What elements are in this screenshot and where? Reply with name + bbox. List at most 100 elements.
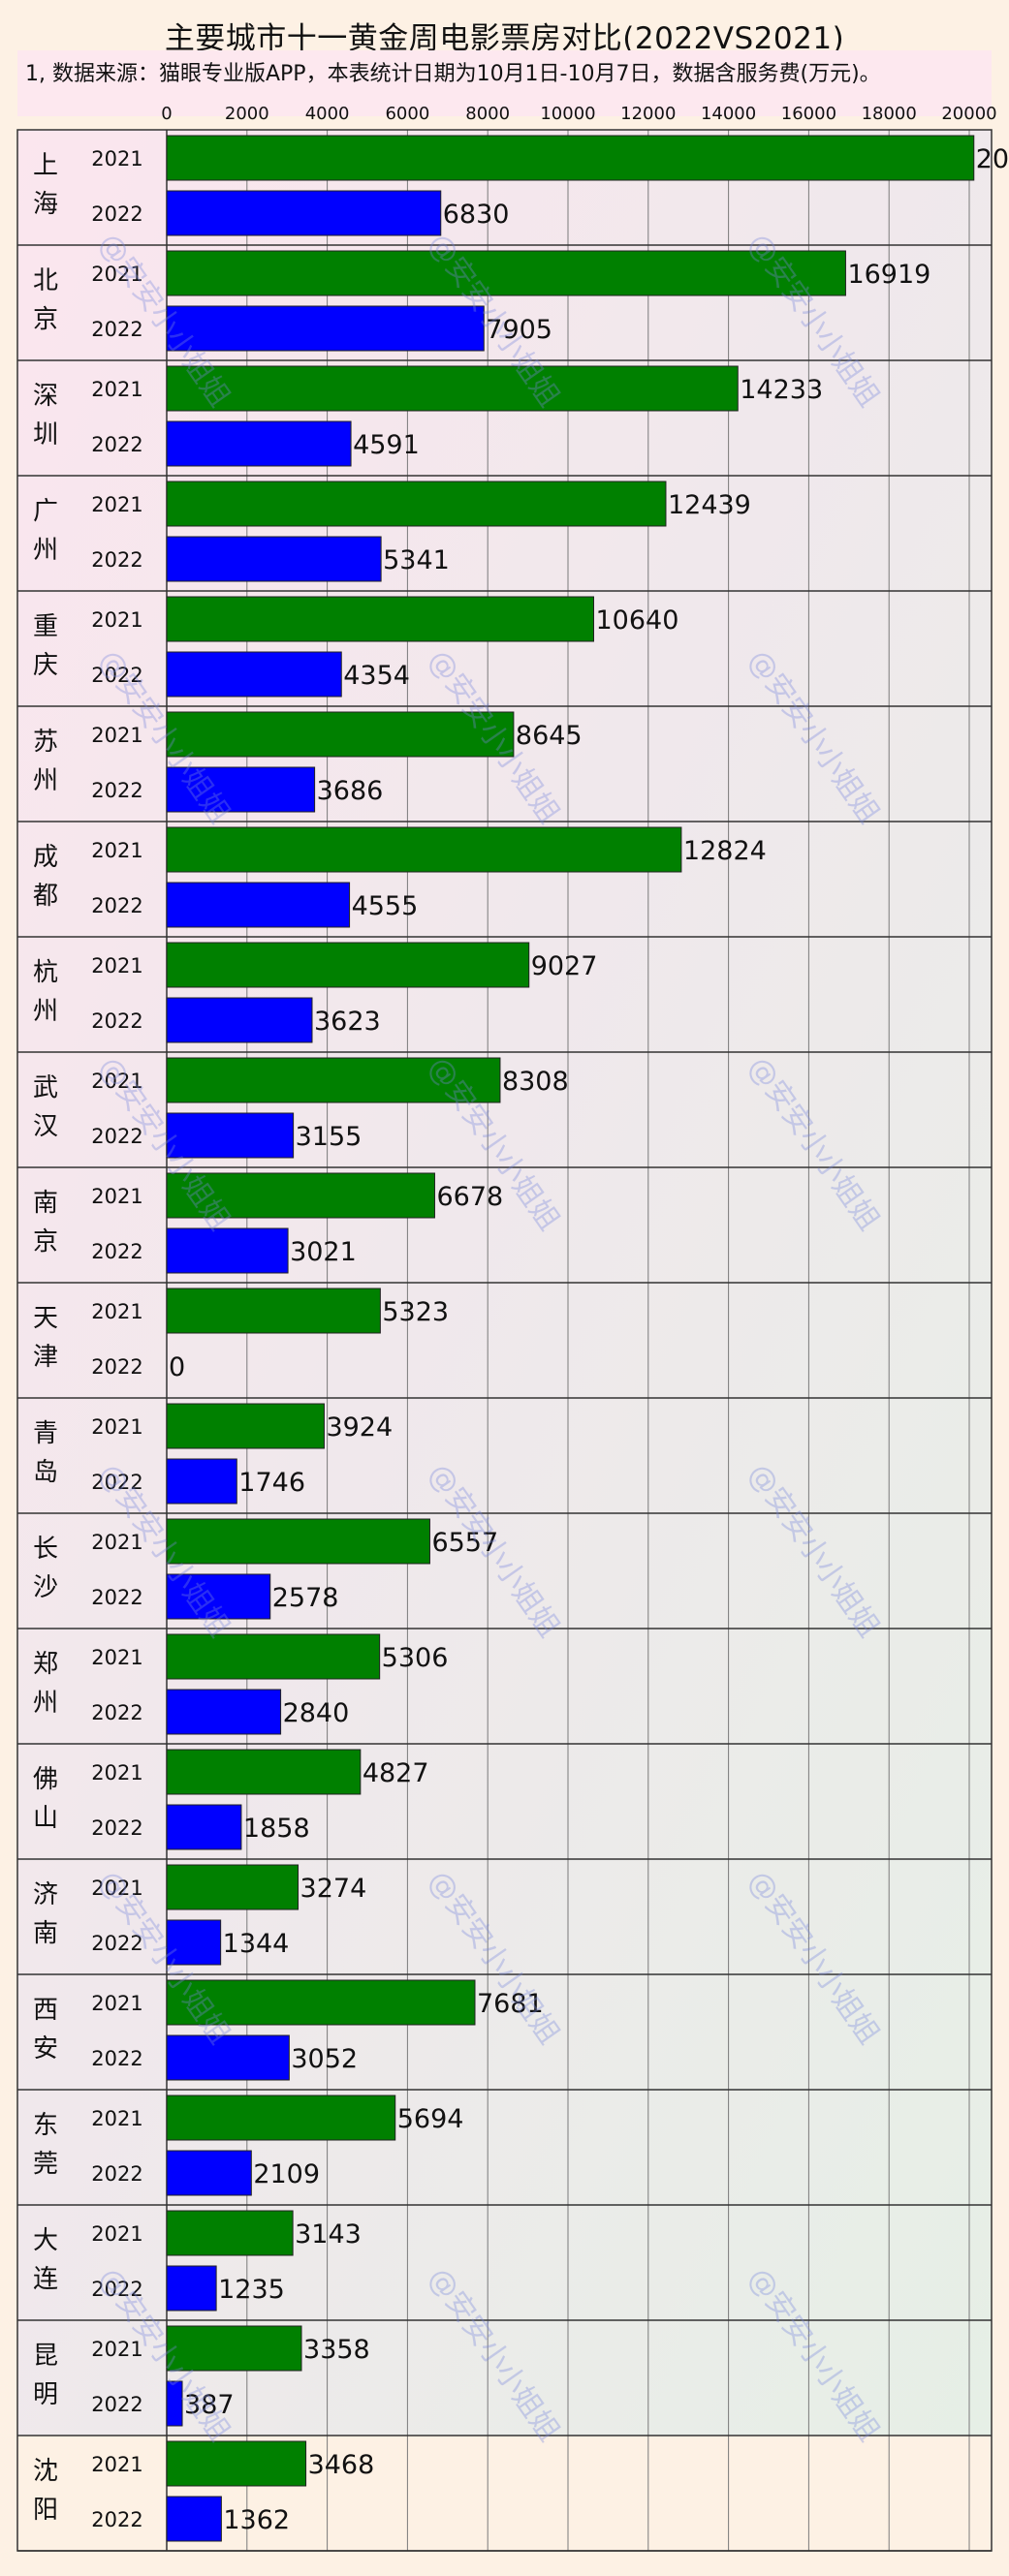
- bar-2022: [166, 997, 313, 1043]
- value-label: 9027: [531, 951, 598, 981]
- year-label: 2021: [91, 1185, 142, 1208]
- value-label: 2578: [272, 1583, 339, 1613]
- year-label: 2021: [91, 263, 142, 286]
- value-label: 4354: [343, 661, 410, 691]
- city-label-char: 明: [33, 2380, 58, 2409]
- bar-2021: [166, 596, 594, 642]
- x-tick-label: 6000: [385, 104, 429, 124]
- year-label: 2022: [91, 779, 142, 802]
- value-label: 5323: [382, 1297, 449, 1327]
- bar-2021: [166, 1749, 362, 1795]
- city-label-char: 武: [33, 1073, 58, 1102]
- city-label: 沈阳: [33, 2457, 58, 2525]
- city-label-char: 上: [33, 151, 58, 180]
- year-label: 2021: [91, 1761, 142, 1785]
- bar-2021: [166, 1057, 501, 1103]
- bar-2022: [166, 305, 485, 352]
- city-label-char: 京: [33, 1227, 58, 1257]
- city-label-char: 津: [33, 1343, 58, 1372]
- year-label: 2022: [91, 2278, 142, 2301]
- bar-2021: [166, 250, 846, 296]
- source-note-text: 1, 数据来源：猫眼专业版APP，本表统计日期为10月1日-10月7日，数据含服…: [25, 62, 881, 86]
- city-label-char: 深: [33, 382, 58, 411]
- year-label: 2021: [91, 1877, 142, 1900]
- year-label: 2022: [91, 1471, 142, 1494]
- value-label: 3924: [326, 1412, 393, 1443]
- value-label: 8308: [502, 1067, 569, 1097]
- year-label: 2022: [91, 2162, 142, 2186]
- bar-2021: [166, 135, 975, 181]
- value-label: 6830: [443, 200, 510, 230]
- year-label: 2022: [91, 1355, 142, 1379]
- year-label: 2021: [91, 839, 142, 862]
- value-label: 16919: [847, 260, 930, 290]
- bar-2021: [166, 1403, 325, 1449]
- value-label: 7681: [477, 1989, 544, 2019]
- bar-2021: [166, 1518, 430, 1565]
- city-label-char: 南: [33, 1189, 58, 1218]
- city-label: 佛山: [33, 1765, 58, 1833]
- city-label-char: 重: [33, 612, 58, 641]
- city-label: 郑州: [33, 1650, 58, 1718]
- city-label-char: 长: [33, 1535, 58, 1564]
- city-label-char: 圳: [33, 420, 58, 450]
- city-label-char: 成: [33, 843, 58, 872]
- year-label: 2022: [91, 2508, 142, 2531]
- city-label: 重庆: [33, 612, 58, 680]
- bar-2021: [166, 481, 667, 527]
- value-label: 1858: [243, 1814, 310, 1844]
- year-label: 2021: [91, 1646, 142, 1669]
- year-label: 2022: [91, 1240, 142, 1263]
- value-label: 3623: [314, 1007, 381, 1037]
- bar-2022: [166, 2265, 217, 2312]
- city-label-char: 沙: [33, 1573, 58, 1602]
- bar-2021: [166, 826, 682, 873]
- year-label: 2021: [91, 1300, 142, 1323]
- bar-2022: [166, 190, 442, 236]
- bar-2021: [166, 1172, 435, 1219]
- bar-2021: [166, 711, 515, 758]
- value-label: 1362: [223, 2505, 290, 2535]
- year-label: 2022: [91, 1009, 142, 1033]
- value-label: 5694: [397, 2104, 464, 2134]
- city-label-char: 山: [33, 1804, 58, 1833]
- city-label: 青岛: [33, 1419, 58, 1487]
- x-tick-label: 18000: [862, 104, 917, 124]
- year-label: 2022: [91, 894, 142, 917]
- value-label: 4827: [363, 1758, 429, 1788]
- value-label: 2840: [283, 1698, 350, 1728]
- value-label: 0: [169, 1352, 185, 1382]
- bar-2021: [166, 2210, 294, 2256]
- city-label-char: 西: [33, 1996, 58, 2025]
- city-label-char: 佛: [33, 1765, 58, 1794]
- bar-2022: [166, 766, 316, 813]
- value-label: 7905: [486, 315, 552, 345]
- bar-2022: [166, 1573, 271, 1620]
- year-label: 2021: [91, 724, 142, 747]
- bar-2021: [166, 2440, 307, 2487]
- city-label-char: 都: [33, 882, 58, 911]
- value-label: 14233: [740, 375, 823, 405]
- year-label: 2022: [91, 1816, 142, 1840]
- value-label: 387: [184, 2390, 235, 2420]
- x-tick-label: 12000: [620, 104, 676, 124]
- value-label: 6678: [436, 1182, 503, 1212]
- city-label-char: 郑: [33, 1650, 58, 1679]
- city-label: 长沙: [33, 1535, 58, 1602]
- value-label: 8645: [516, 721, 583, 751]
- x-tick-label: 10000: [540, 104, 595, 124]
- value-label: 3052: [291, 2044, 358, 2074]
- city-label-char: 杭: [33, 958, 58, 987]
- year-label: 2021: [91, 2338, 142, 2361]
- value-label: 12824: [683, 836, 767, 866]
- year-label: 2021: [91, 2222, 142, 2246]
- value-label: 5341: [383, 545, 450, 575]
- city-label-char: 昆: [33, 2342, 58, 2371]
- city-label-char: 连: [33, 2265, 58, 2294]
- bar-2022: [166, 536, 382, 582]
- bar-2022: [166, 1804, 242, 1850]
- bar-2022: [166, 1112, 295, 1159]
- city-label: 西安: [33, 1996, 58, 2064]
- city-label-char: 安: [33, 2034, 58, 2064]
